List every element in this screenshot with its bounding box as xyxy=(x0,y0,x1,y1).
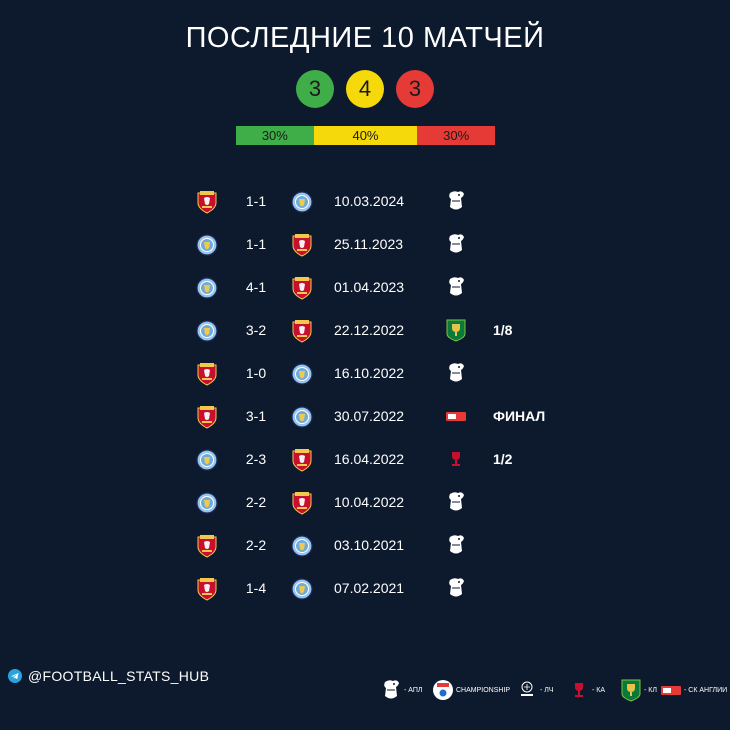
carabao-cup-icon xyxy=(445,318,467,342)
legend-item-carabao-cup: - КЛ xyxy=(620,678,657,702)
premier-league-icon xyxy=(445,490,467,514)
premier-league-icon xyxy=(445,232,467,256)
champions-league-icon xyxy=(516,678,538,702)
legend-item-premier-league: - АПЛ xyxy=(380,678,423,702)
match-stage: 1/2 xyxy=(493,451,513,467)
match-score: 3-1 xyxy=(245,408,267,424)
premier-league-icon xyxy=(380,678,402,702)
match-date: 22.12.2022 xyxy=(334,322,405,338)
premier-league-icon xyxy=(445,189,467,213)
telegram-handle: @FOOTBALL_STATS_HUB xyxy=(8,668,209,684)
legend-item-champions-league: - ЛЧ xyxy=(516,678,554,702)
match-score: 1-0 xyxy=(245,365,267,381)
match-date: 25.11.2023 xyxy=(334,236,404,252)
match-row: 1-4 07.02.2021 xyxy=(0,567,730,610)
liverpool-crest-icon xyxy=(291,233,313,257)
community-shield-icon xyxy=(445,404,467,428)
legend-item-community-shield: - СК АНГЛИИ xyxy=(660,678,727,702)
match-stage: 1/8 xyxy=(493,322,513,338)
fa-cup-icon xyxy=(568,678,590,702)
liverpool-crest-icon xyxy=(291,491,313,515)
wins-percentage: 30% xyxy=(236,126,314,145)
match-score: 1-1 xyxy=(245,193,267,209)
match-score: 2-3 xyxy=(245,451,267,467)
match-date: 16.10.2022 xyxy=(334,365,405,381)
match-stage: ФИНАЛ xyxy=(493,408,546,424)
liverpool-crest-icon xyxy=(196,577,218,601)
results-summary: 3 4 3 xyxy=(0,70,730,110)
match-row: 2-2 03.10.2021 xyxy=(0,524,730,567)
premier-league-icon xyxy=(445,275,467,299)
match-score: 1-1 xyxy=(245,236,267,252)
legend-label: CHAMPIONSHIP xyxy=(456,686,511,694)
telegram-handle-text: @FOOTBALL_STATS_HUB xyxy=(28,668,210,684)
liverpool-crest-icon xyxy=(196,534,218,558)
man-city-crest-icon xyxy=(196,491,218,515)
premier-league-icon xyxy=(445,576,467,600)
match-date: 10.04.2022 xyxy=(334,494,405,510)
match-row: 1-1 25.11.2023 xyxy=(0,223,730,266)
fa-cup-icon xyxy=(445,447,467,471)
match-row: 1-1 10.03.2024 xyxy=(0,180,730,223)
match-score: 3-2 xyxy=(245,322,267,338)
man-city-crest-icon xyxy=(196,448,218,472)
legend-label: - АПЛ xyxy=(404,686,423,694)
legend-label: - КЛ xyxy=(644,686,657,694)
draws-percentage: 40% xyxy=(313,126,418,145)
man-city-crest-icon xyxy=(291,577,313,601)
liverpool-crest-icon xyxy=(196,190,218,214)
match-date: 30.07.2022 xyxy=(334,408,405,424)
premier-league-icon xyxy=(445,361,467,385)
carabao-cup-icon xyxy=(620,678,642,702)
liverpool-crest-icon xyxy=(291,319,313,343)
legend-label: - СК АНГЛИИ xyxy=(684,686,728,694)
man-city-crest-icon xyxy=(291,190,313,214)
wins-count-badge: 3 xyxy=(296,70,334,108)
community-shield-icon xyxy=(660,678,682,702)
liverpool-crest-icon xyxy=(291,448,313,472)
match-date: 07.02.2021 xyxy=(334,580,405,596)
premier-league-icon xyxy=(445,533,467,557)
match-row: 1-0 16.10.2022 xyxy=(0,352,730,395)
match-score: 2-2 xyxy=(245,537,267,553)
losses-count-badge: 3 xyxy=(396,70,434,108)
percentage-bar: 30% 40% 30% xyxy=(236,126,495,145)
man-city-crest-icon xyxy=(196,276,218,300)
match-date: 10.03.2024 xyxy=(334,193,405,209)
liverpool-crest-icon xyxy=(196,405,218,429)
match-date: 16.04.2022 xyxy=(334,451,405,467)
match-score: 1-4 xyxy=(245,580,267,596)
match-row: 2-3 16.04.2022 1/2 xyxy=(0,438,730,481)
man-city-crest-icon xyxy=(291,362,313,386)
match-score: 4-1 xyxy=(245,279,267,295)
legend-label: - КА xyxy=(592,686,606,694)
liverpool-crest-icon xyxy=(196,362,218,386)
man-city-crest-icon xyxy=(291,405,313,429)
competition-legend: - АПЛ CHAMPIONSHIP - ЛЧ - КА - КЛ - СК АНГЛИИ xyxy=(380,670,730,710)
legend-item-fa-cup: - КА xyxy=(568,678,605,702)
liverpool-crest-icon xyxy=(291,276,313,300)
man-city-crest-icon xyxy=(196,233,218,257)
legend-label: - ЛЧ xyxy=(540,686,554,694)
match-row: 3-2 22.12.2022 1/8 xyxy=(0,309,730,352)
page-title: ПОСЛЕДНИЕ 10 МАТЧЕЙ xyxy=(185,22,545,54)
man-city-crest-icon xyxy=(196,319,218,343)
man-city-crest-icon xyxy=(291,534,313,558)
match-score: 2-2 xyxy=(245,494,267,510)
draws-count-badge: 4 xyxy=(346,70,384,108)
match-row: 2-2 10.04.2022 xyxy=(0,481,730,524)
match-date: 03.10.2021 xyxy=(334,537,405,553)
losses-percentage: 30% xyxy=(417,126,495,145)
telegram-icon xyxy=(8,669,22,683)
match-row: 3-1 30.07.2022 ФИНАЛ xyxy=(0,395,730,438)
legend-item-efl-championship: CHAMPIONSHIP xyxy=(432,678,510,702)
match-date: 01.04.2023 xyxy=(334,279,405,295)
efl-championship-icon xyxy=(432,678,454,702)
match-row: 4-1 01.04.2023 xyxy=(0,266,730,309)
